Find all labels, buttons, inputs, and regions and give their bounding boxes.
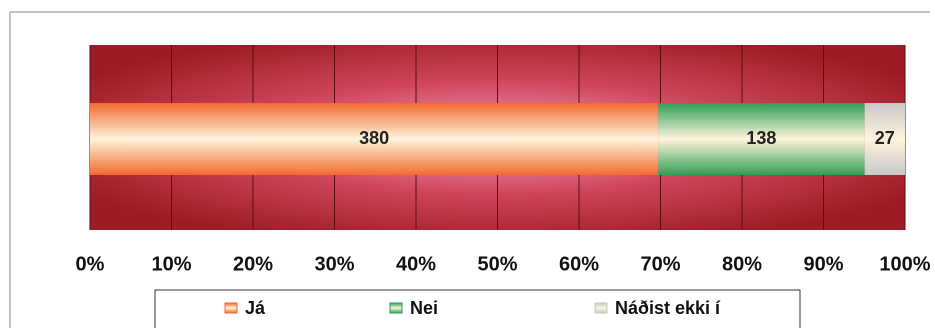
x-tick-label: 70% — [640, 253, 680, 275]
legend-swatch — [389, 302, 403, 314]
x-tick-label: 60% — [559, 253, 599, 275]
legend-label: Nei — [410, 298, 438, 318]
legend-swatch — [594, 302, 608, 314]
bar-segment — [90, 103, 659, 175]
x-tick-label: 10% — [151, 253, 191, 275]
x-tick-label: 30% — [314, 253, 354, 275]
data-label: 27 — [875, 128, 895, 148]
bar-segment — [658, 103, 865, 175]
x-tick-label: 0% — [76, 253, 105, 275]
data-label: 380 — [359, 128, 389, 148]
x-tick-label: 100% — [879, 253, 930, 275]
x-tick-label: 90% — [803, 253, 843, 275]
legend-label: Já — [245, 298, 266, 318]
x-tick-label: 50% — [477, 253, 517, 275]
x-tick-label: 20% — [233, 253, 273, 275]
legend-swatch — [224, 302, 238, 314]
legend-label: Náðist ekki í — [615, 298, 721, 318]
data-label: 138 — [746, 128, 776, 148]
bar-segment — [864, 103, 905, 175]
legend-box — [154, 289, 801, 331]
x-tick-label: 40% — [396, 253, 436, 275]
x-tick-label: 80% — [722, 253, 762, 275]
